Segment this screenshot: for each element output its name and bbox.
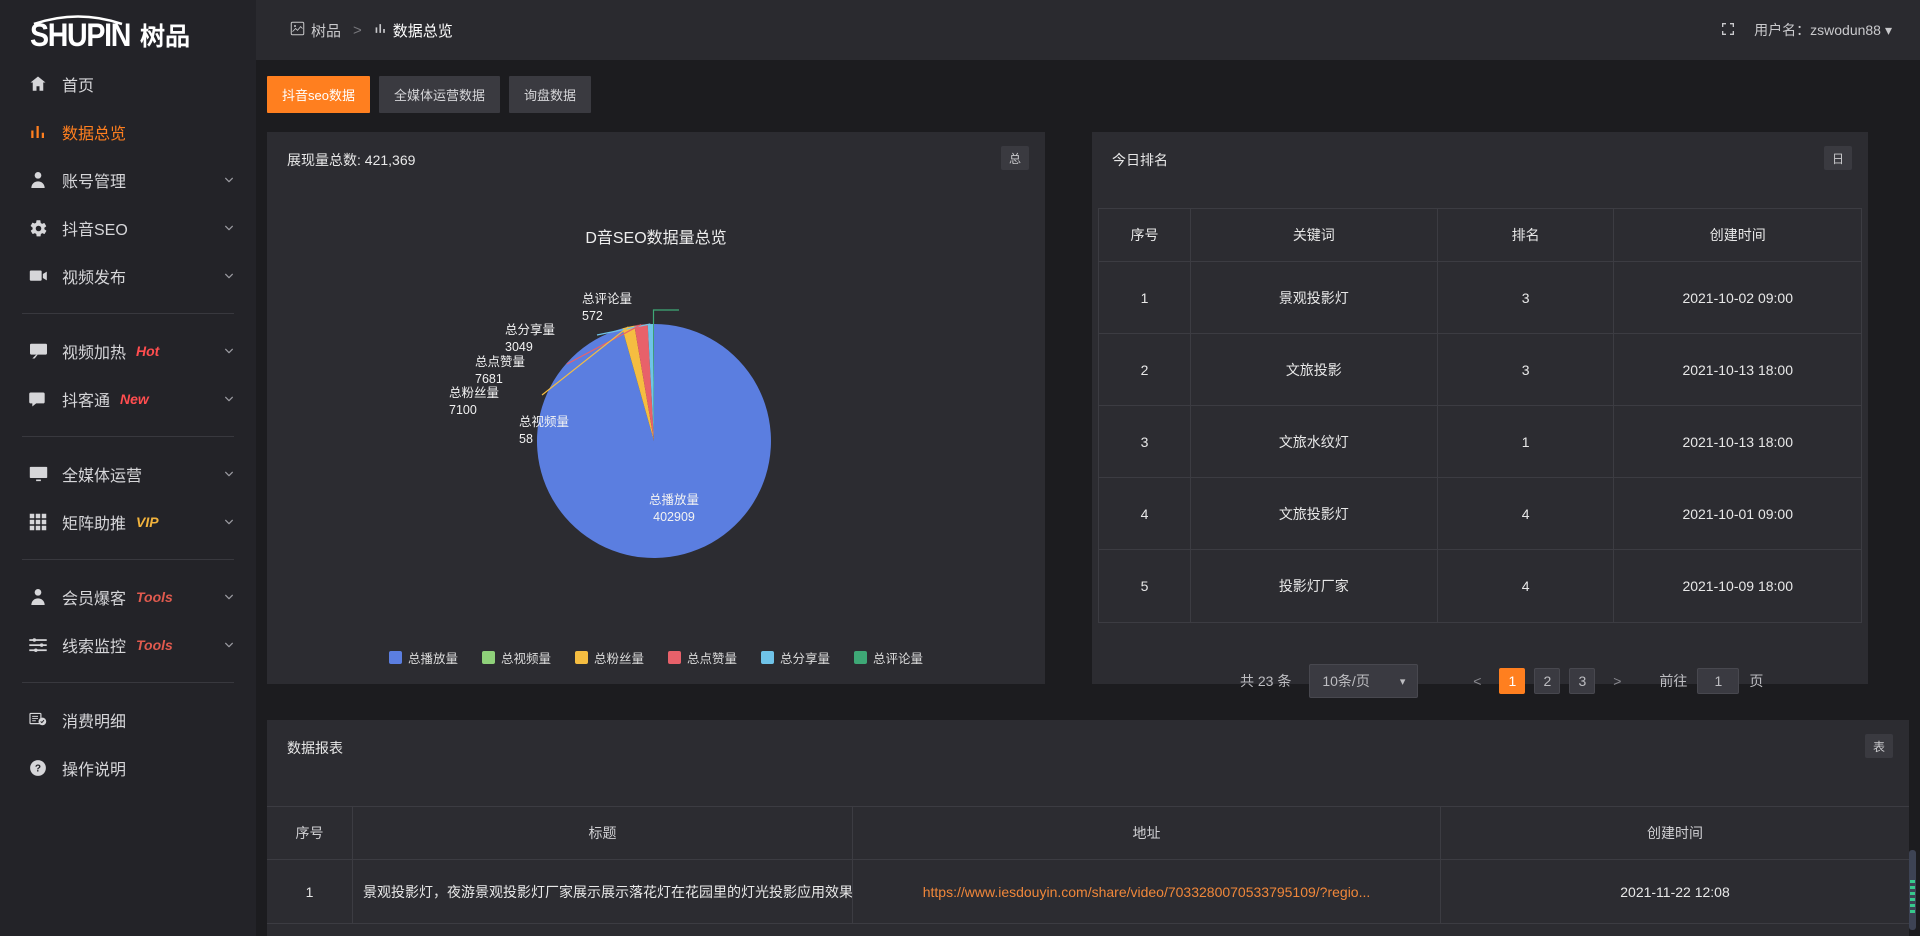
svg-text:SHUPIN: SHUPIN	[30, 17, 130, 53]
svg-text:树品: 树品	[140, 23, 190, 51]
svg-text:?: ?	[35, 764, 41, 775]
